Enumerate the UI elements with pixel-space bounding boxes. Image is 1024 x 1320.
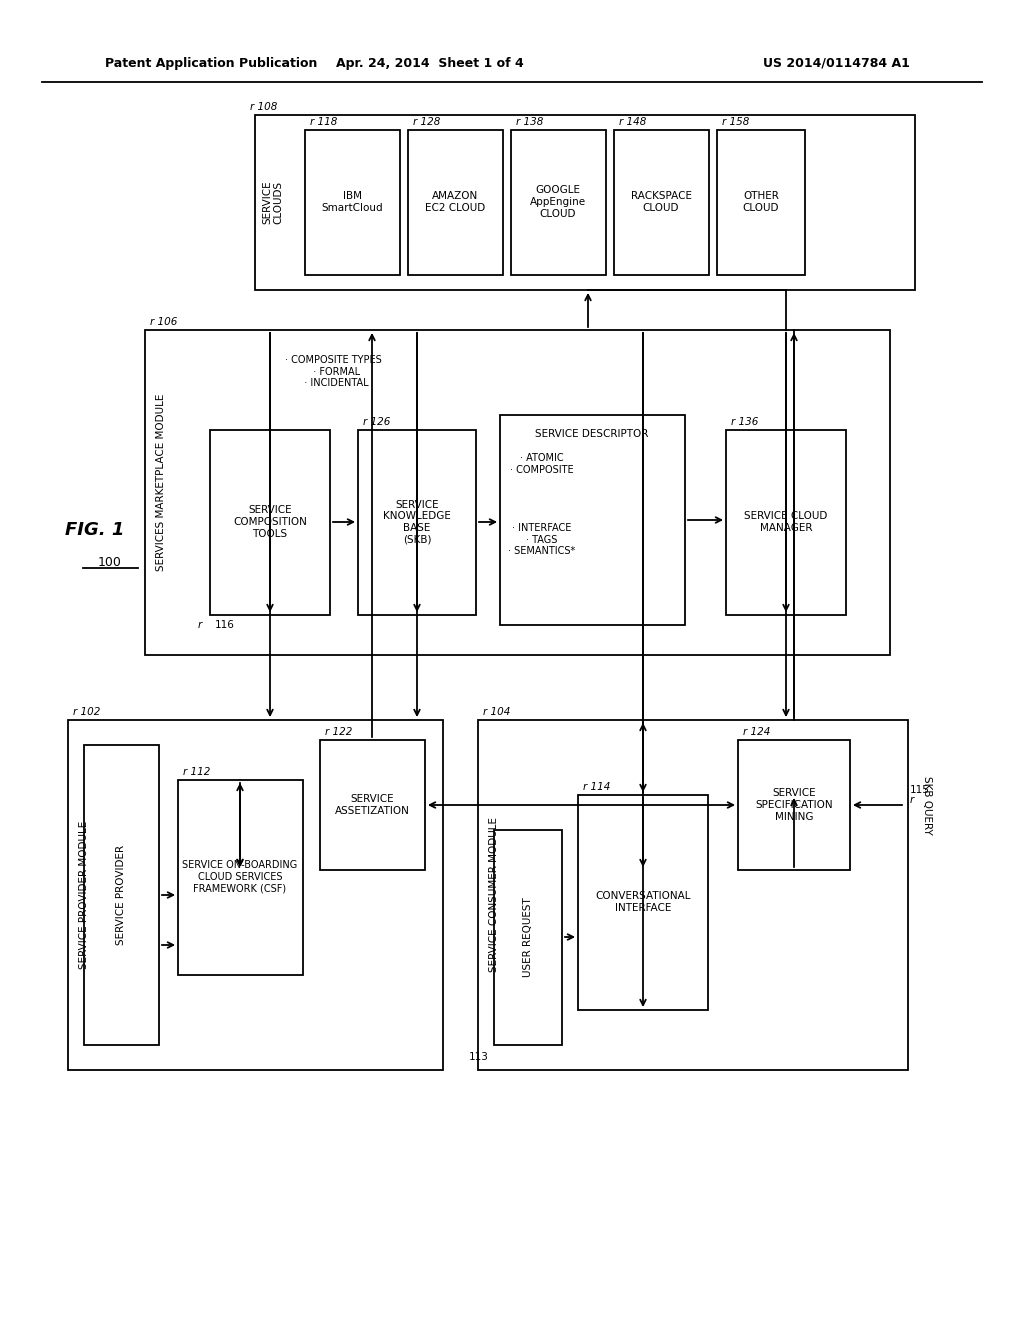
Text: r 122: r 122 — [325, 727, 352, 737]
Text: CONVERSATIONAL
INTERFACE: CONVERSATIONAL INTERFACE — [595, 891, 691, 913]
Text: US 2014/0114784 A1: US 2014/0114784 A1 — [763, 57, 910, 70]
Text: SERVICE ON-BOARDING
CLOUD SERVICES
FRAMEWORK (CSF): SERVICE ON-BOARDING CLOUD SERVICES FRAME… — [182, 861, 298, 894]
Bar — [145, 330, 890, 655]
Text: FIG. 1: FIG. 1 — [66, 521, 125, 539]
Text: SERVICE
KNOWLEDGE
BASE
(SKB): SERVICE KNOWLEDGE BASE (SKB) — [383, 499, 451, 544]
Bar — [210, 430, 330, 615]
Text: Apr. 24, 2014  Sheet 1 of 4: Apr. 24, 2014 Sheet 1 of 4 — [336, 57, 524, 70]
Text: r 138: r 138 — [516, 117, 544, 127]
Text: r 124: r 124 — [743, 727, 770, 737]
Text: SERVICES MARKETPLACE MODULE: SERVICES MARKETPLACE MODULE — [156, 393, 166, 570]
Bar — [68, 719, 443, 1071]
Bar — [511, 129, 606, 275]
Bar — [358, 430, 476, 615]
Text: 116: 116 — [215, 620, 234, 630]
Text: r: r — [198, 620, 202, 630]
Text: r 114: r 114 — [583, 781, 610, 792]
Bar — [614, 129, 709, 275]
Text: r 118: r 118 — [310, 117, 337, 127]
Text: SERVICE PROVIDER: SERVICE PROVIDER — [116, 845, 126, 945]
Text: r 136: r 136 — [731, 417, 759, 426]
Text: Patent Application Publication: Patent Application Publication — [105, 57, 317, 70]
Bar — [408, 129, 503, 275]
Text: IBM
SmartCloud: IBM SmartCloud — [322, 191, 383, 213]
Text: 113: 113 — [469, 1052, 489, 1063]
Text: · INTERFACE
· TAGS
· SEMANTICS*: · INTERFACE · TAGS · SEMANTICS* — [508, 523, 575, 556]
Bar — [738, 741, 850, 870]
Bar — [494, 830, 562, 1045]
Text: SERVICE CLOUD
MANAGER: SERVICE CLOUD MANAGER — [744, 511, 827, 533]
Text: r 104: r 104 — [483, 708, 510, 717]
Bar — [178, 780, 303, 975]
Text: r 128: r 128 — [413, 117, 440, 127]
Text: 115: 115 — [910, 785, 930, 795]
Text: SERVICE
SPECIFICATION
MINING: SERVICE SPECIFICATION MINING — [755, 788, 833, 821]
Text: · COMPOSITE TYPES
  · FORMAL
  · INCIDENTAL: · COMPOSITE TYPES · FORMAL · INCIDENTAL — [285, 355, 382, 388]
Text: OTHER
CLOUD: OTHER CLOUD — [742, 191, 779, 213]
Text: SERVICE
CLOUDS: SERVICE CLOUDS — [262, 181, 284, 224]
Text: GOOGLE
AppEngine
CLOUD: GOOGLE AppEngine CLOUD — [530, 185, 586, 219]
Text: r 108: r 108 — [250, 102, 278, 112]
Text: SKB QUERY: SKB QUERY — [922, 776, 932, 834]
Text: · ATOMIC
· COMPOSITE: · ATOMIC · COMPOSITE — [510, 453, 573, 475]
Text: r 158: r 158 — [722, 117, 750, 127]
Text: SERVICE
COMPOSITION
TOOLS: SERVICE COMPOSITION TOOLS — [233, 506, 307, 539]
Text: r 106: r 106 — [150, 317, 177, 327]
Text: SERVICE PROVIDER MODULE: SERVICE PROVIDER MODULE — [79, 821, 89, 969]
Bar — [319, 741, 425, 870]
Text: r: r — [910, 795, 914, 805]
Text: SERVICE CONSUMER MODULE: SERVICE CONSUMER MODULE — [489, 817, 499, 973]
Bar — [717, 129, 805, 275]
Bar — [500, 414, 685, 624]
Text: SERVICE
ASSETIZATION: SERVICE ASSETIZATION — [335, 795, 410, 816]
Text: SERVICE DESCRIPTOR: SERVICE DESCRIPTOR — [536, 429, 648, 440]
Bar — [84, 744, 159, 1045]
Bar — [578, 795, 708, 1010]
Text: USER REQUEST: USER REQUEST — [523, 898, 534, 977]
Text: r 148: r 148 — [618, 117, 646, 127]
Text: r 112: r 112 — [183, 767, 210, 777]
Bar — [478, 719, 908, 1071]
Bar — [255, 115, 915, 290]
Text: AMAZON
EC2 CLOUD: AMAZON EC2 CLOUD — [425, 191, 485, 213]
Bar — [726, 430, 846, 615]
Text: RACKSPACE
CLOUD: RACKSPACE CLOUD — [631, 191, 691, 213]
Text: 100: 100 — [98, 556, 122, 569]
Text: r 102: r 102 — [73, 708, 100, 717]
Bar — [305, 129, 400, 275]
Text: r 126: r 126 — [362, 417, 390, 426]
